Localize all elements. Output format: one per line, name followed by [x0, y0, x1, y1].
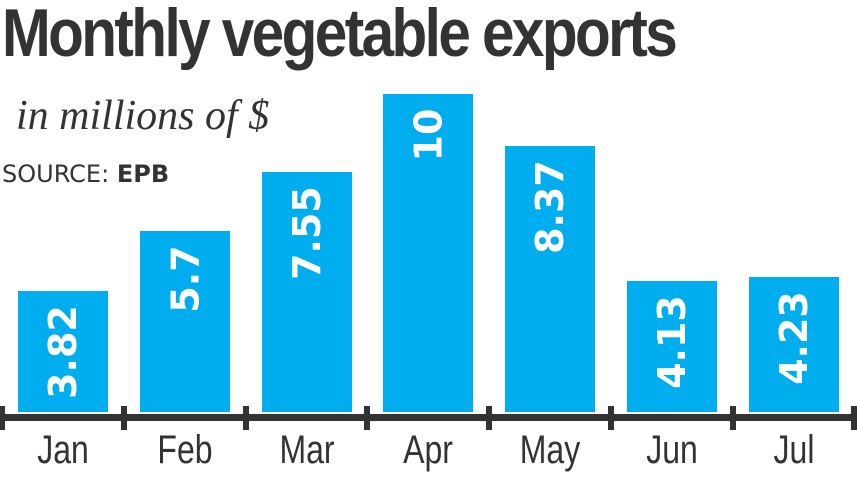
bar-jun: 4.13: [627, 281, 717, 412]
bar-may: 8.37: [505, 146, 595, 412]
source-value: EPB: [116, 160, 170, 188]
source-line: SOURCE: EPB: [2, 160, 169, 188]
x-label-jul: Jul: [773, 428, 815, 472]
x-axis-tick: [851, 406, 857, 430]
x-label-jun: Jun: [646, 428, 698, 472]
bar-value-label: 4.13: [649, 295, 694, 389]
x-axis-tick: [730, 406, 736, 430]
x-axis-tick: [608, 406, 614, 430]
bar-jul: 4.23: [749, 277, 839, 412]
bar-value-label: 3.82: [40, 305, 85, 399]
bar-value-label: 4.23: [771, 291, 816, 385]
x-axis-tick: [121, 406, 127, 430]
x-axis-tick: [243, 406, 249, 430]
x-label-mar: Mar: [279, 428, 335, 472]
source-label: SOURCE:: [2, 160, 110, 188]
x-axis-line: [0, 414, 857, 421]
bar-mar: 7.55: [262, 172, 352, 412]
bar-apr: 10: [383, 94, 473, 412]
x-label-apr: Apr: [403, 428, 453, 472]
x-axis-tick: [364, 406, 370, 430]
bar-value-label: 5.7: [163, 244, 208, 313]
x-label-jan: Jan: [37, 428, 89, 472]
chart-title: Monthly vegetable exports: [2, 0, 678, 71]
chart-subtitle: in millions of $: [16, 93, 270, 139]
bar-value-label: 7.55: [284, 186, 329, 280]
x-axis-tick: [0, 406, 5, 430]
x-axis-tick: [486, 406, 492, 430]
bar-feb: 5.7: [140, 231, 230, 412]
bar-jan: 3.82: [18, 291, 108, 412]
x-label-feb: Feb: [157, 428, 213, 472]
bar-value-label: 8.37: [527, 160, 572, 254]
x-label-may: May: [519, 428, 581, 472]
bar-value-label: 10: [405, 108, 450, 161]
